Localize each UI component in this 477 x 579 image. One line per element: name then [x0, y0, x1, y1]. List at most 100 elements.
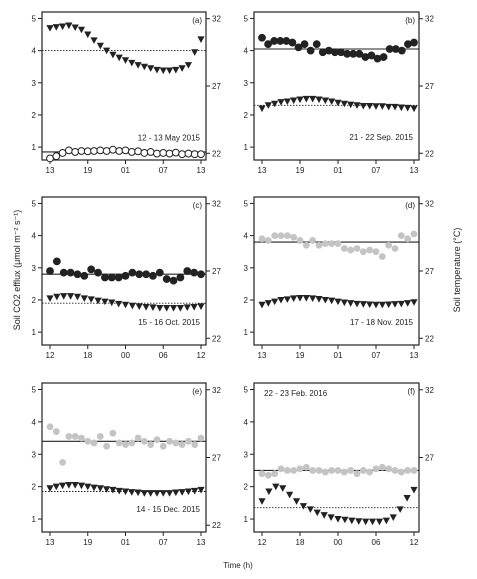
flux-marker — [162, 275, 171, 283]
x-tick-label: 13 — [258, 351, 267, 360]
flux-marker — [84, 437, 92, 445]
flux-marker — [294, 43, 303, 52]
flux-marker — [65, 433, 73, 440]
temperature-marker — [382, 517, 390, 525]
temperature-marker — [403, 494, 411, 502]
flux-marker — [309, 467, 317, 474]
flux-marker — [178, 150, 187, 159]
temperature-marker — [165, 490, 174, 497]
temperature-marker — [172, 489, 180, 497]
x-tick-label: 19 — [296, 351, 305, 360]
flux-marker — [334, 467, 342, 474]
flux-marker — [302, 241, 310, 249]
flux-marker — [109, 145, 117, 154]
flux-marker — [46, 267, 54, 275]
temperature-marker — [290, 97, 298, 105]
flux-marker — [197, 434, 205, 442]
flux-marker — [184, 149, 193, 158]
temperature-marker — [315, 96, 323, 104]
temperature-marker — [362, 518, 370, 526]
flux-marker — [140, 149, 149, 157]
x-tick-label: 13 — [258, 166, 267, 175]
flux-marker — [183, 267, 192, 275]
temperature-marker — [410, 105, 418, 113]
flux-marker — [264, 471, 272, 479]
x-tick-label: 13 — [197, 538, 206, 547]
temperature-marker — [94, 297, 102, 305]
temperature-marker — [190, 304, 198, 311]
date-label: 15 - 16 Oct. 2015 — [138, 318, 200, 327]
temperature-marker — [172, 66, 180, 74]
temperature-marker — [327, 514, 335, 522]
temperature-marker — [176, 305, 185, 312]
x-tick-label: 01 — [121, 166, 130, 175]
flux-marker — [191, 441, 199, 448]
flux-marker — [109, 429, 117, 437]
y-tick-label-left: 2 — [244, 296, 249, 305]
temperature-marker — [385, 103, 393, 111]
x-tick-label: 13 — [46, 166, 55, 175]
x-tick-label: 06 — [372, 538, 381, 547]
flux-marker — [90, 439, 98, 447]
temperature-marker — [149, 304, 157, 311]
x-tick-label: 18 — [296, 538, 305, 547]
temperature-marker — [115, 487, 123, 495]
flux-marker — [296, 465, 304, 473]
x-tick-label: 12 — [197, 351, 206, 360]
x-tick-label: 07 — [159, 538, 168, 547]
temperature-marker — [71, 24, 79, 32]
temperature-marker — [272, 483, 280, 491]
y-tick-label-left: 2 — [32, 296, 37, 305]
temperature-marker — [279, 485, 287, 492]
flux-marker — [115, 439, 123, 447]
temperature-marker — [355, 518, 363, 525]
x-tick-label: 13 — [410, 351, 419, 360]
temperature-marker — [258, 301, 266, 309]
temperature-marker — [115, 54, 123, 62]
panel-d: 1 2 3 4 5 22 27 32 13 19 01 07 13 (d) 17 - 18 Nov. 201… — [244, 196, 434, 360]
panel-letter: (b) — [405, 16, 415, 25]
flux-marker — [372, 248, 380, 256]
temperature-marker — [328, 98, 336, 106]
temperature-marker — [134, 489, 142, 497]
flux-marker — [134, 147, 142, 156]
temperature-marker — [404, 104, 412, 112]
y-tick-label-right: 32 — [212, 386, 221, 395]
y-tick-label-left: 3 — [244, 79, 249, 88]
panel-letter: (e) — [192, 387, 202, 396]
temperature-marker — [340, 299, 348, 307]
flux-marker — [300, 40, 309, 49]
temperature-marker — [52, 24, 60, 31]
flux-marker — [328, 467, 336, 474]
flux-marker — [277, 232, 285, 240]
temperature-marker — [321, 97, 329, 105]
temperature-marker — [271, 298, 279, 306]
flux-marker — [147, 441, 155, 448]
flux-marker — [397, 46, 406, 55]
flux-marker — [135, 270, 144, 279]
temperature-marker — [378, 301, 386, 309]
flux-marker — [122, 441, 129, 448]
y-tick-label-right: 32 — [425, 386, 434, 395]
temperature-marker — [135, 303, 143, 310]
temperature-marker — [52, 483, 60, 491]
temperature-marker — [184, 62, 193, 69]
temperature-marker — [366, 301, 374, 309]
flux-marker — [185, 437, 192, 445]
flux-marker — [78, 434, 85, 442]
temperature-marker — [169, 305, 178, 312]
x-tick-label: 07 — [159, 166, 168, 175]
temperature-marker — [313, 509, 321, 517]
temperature-marker — [283, 98, 291, 106]
temperature-marker — [277, 99, 285, 106]
flux-marker — [340, 468, 348, 476]
y-tick-label-left: 2 — [244, 111, 249, 120]
plot-frame — [253, 382, 420, 533]
flux-marker — [102, 147, 111, 155]
flux-marker — [115, 147, 124, 155]
flux-marker — [290, 233, 298, 241]
flux-marker — [258, 235, 266, 243]
temperature-marker — [46, 295, 54, 302]
y-tick-label-right: 32 — [425, 200, 434, 209]
